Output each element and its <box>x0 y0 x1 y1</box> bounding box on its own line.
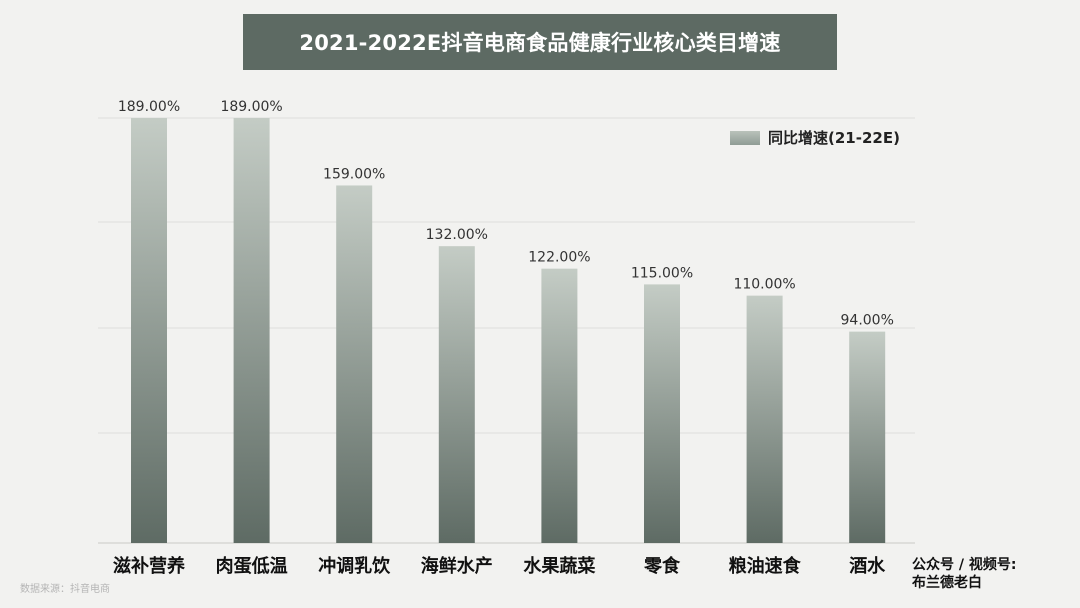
legend-swatch <box>730 130 760 145</box>
data-label: 122.00% <box>528 250 590 266</box>
footer-note: 公众号 / 视频号: 布兰德老白 <box>912 556 1016 592</box>
legend-label: 同比增速(21-22E) <box>768 129 900 147</box>
data-label: 159.00% <box>323 166 385 182</box>
x-tick-label: 零食 <box>643 555 681 577</box>
bar <box>849 331 886 543</box>
source-note: 数据来源：抖音电商 <box>20 584 110 595</box>
x-tick-label: 水果蔬菜 <box>523 555 595 577</box>
data-label: 132.00% <box>426 227 488 243</box>
bar <box>336 185 373 543</box>
footer-line-2: 布兰德老白 <box>912 575 982 591</box>
bar <box>541 268 578 543</box>
data-label: 189.00% <box>118 99 180 115</box>
data-label: 189.00% <box>220 99 282 115</box>
bar <box>131 118 167 543</box>
x-tick-label: 冲调乳饮 <box>318 555 391 577</box>
bar <box>746 295 783 543</box>
chart-title: 2021-2022E抖音电商食品健康行业核心类目增速 <box>243 14 837 70</box>
x-tick-label: 酒水 <box>849 555 886 577</box>
data-label: 94.00% <box>841 313 894 329</box>
footer-line-1: 公众号 / 视频号: <box>912 557 1017 573</box>
data-label: 110.00% <box>733 277 795 293</box>
x-tick-label: 粮油速食 <box>729 555 802 577</box>
x-tick-label: 肉蛋低温 <box>216 555 288 577</box>
bar <box>233 118 270 543</box>
x-tick-label: 滋补营养 <box>113 555 186 577</box>
x-tick-label: 海鲜水产 <box>421 555 493 577</box>
bar <box>644 284 680 543</box>
data-label: 115.00% <box>631 265 693 281</box>
bar <box>438 246 475 543</box>
legend: 同比增速(21-22E) <box>730 127 900 148</box>
